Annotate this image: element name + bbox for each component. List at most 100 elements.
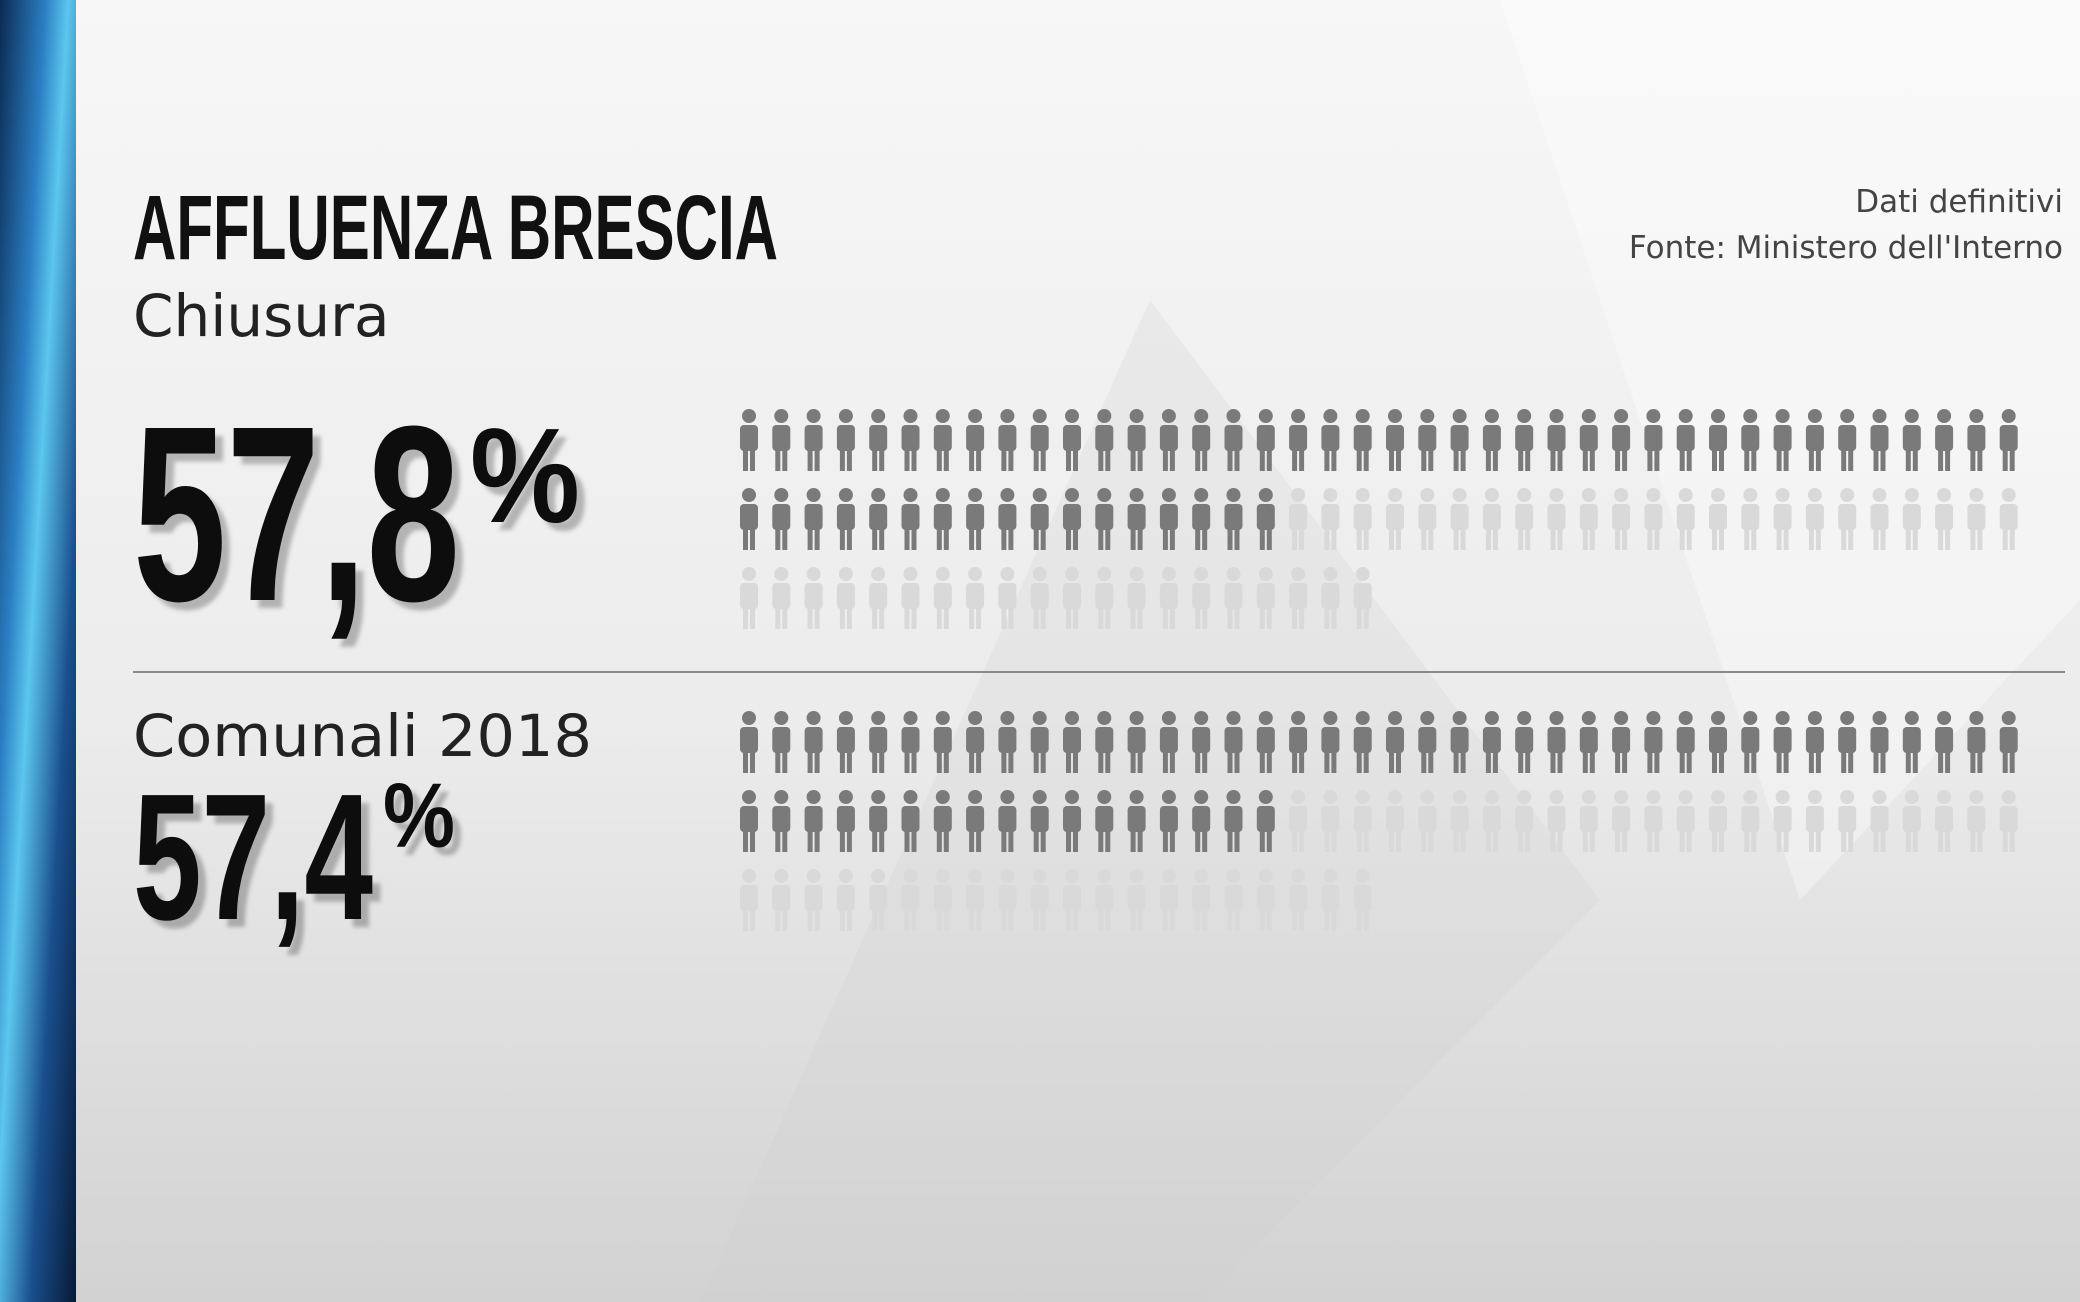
icon-leg <box>1130 605 1136 629</box>
icon-leg <box>879 526 885 550</box>
icon-head <box>1904 488 1919 502</box>
icon-empty <box>1321 488 1340 550</box>
icon-filled <box>1159 488 1178 550</box>
icon-filled <box>1095 790 1114 852</box>
icon-leg <box>1008 828 1014 852</box>
icon-empty <box>1030 869 1049 931</box>
icon-head <box>1065 711 1079 725</box>
icon-body <box>1030 806 1049 832</box>
icon-body <box>1482 806 1501 832</box>
icon-filled <box>1773 711 1792 773</box>
icon-body <box>1030 425 1049 451</box>
icon-leg <box>1202 749 1208 773</box>
icon-leg <box>1234 828 1240 852</box>
icon-body <box>772 885 791 911</box>
icon-filled <box>1386 711 1404 773</box>
icon-leg <box>1712 526 1717 550</box>
icon-filled <box>1030 409 1049 471</box>
icon-leg <box>1105 828 1111 852</box>
icon-body <box>1289 425 1308 451</box>
icon-body <box>1159 504 1178 530</box>
icon-leg <box>2009 828 2015 852</box>
icon-leg <box>1654 749 1660 773</box>
icon-filled <box>1967 409 1986 471</box>
icon-empty <box>804 869 823 931</box>
icon-body <box>1676 425 1695 451</box>
icon-head <box>968 409 983 423</box>
icon-leg <box>1744 526 1750 550</box>
icon-empty <box>1870 488 1889 550</box>
icon-filled <box>772 711 791 773</box>
icon-body <box>1515 727 1534 753</box>
icon-empty <box>1741 488 1760 550</box>
icon-head <box>1388 711 1402 725</box>
icon-empty <box>1418 790 1437 852</box>
icon-body <box>1741 727 1760 753</box>
icon-leg <box>1130 828 1136 852</box>
icon-head <box>1291 711 1306 725</box>
icon-leg <box>1557 526 1563 550</box>
icon-empty <box>1741 790 1760 852</box>
icon-filled <box>1450 409 1469 471</box>
icon-leg <box>1195 526 1201 550</box>
icon-leg <box>1162 828 1168 852</box>
icon-head <box>1097 567 1112 581</box>
icon-head <box>838 790 853 804</box>
icon-body <box>1579 806 1598 832</box>
icon-head <box>1581 409 1596 423</box>
icon-filled <box>1935 409 1954 471</box>
icon-head <box>1194 409 1209 423</box>
icon-head <box>806 567 821 581</box>
icon-body <box>933 727 952 753</box>
icon-filled <box>966 790 985 852</box>
icon-filled <box>869 790 888 852</box>
icon-leg <box>1001 907 1007 931</box>
icon-leg <box>1259 828 1265 852</box>
icon-leg <box>943 447 949 471</box>
icon-leg <box>1848 749 1854 773</box>
icon-head <box>1032 869 1047 883</box>
icon-filled <box>740 711 758 773</box>
icon-head <box>1969 409 1984 423</box>
icon-body <box>772 504 791 530</box>
icon-head <box>935 409 950 423</box>
icon-body <box>1192 504 1211 530</box>
icon-leg <box>743 526 748 550</box>
icon-filled <box>869 488 888 550</box>
icon-filled <box>836 711 855 773</box>
icon-head <box>1194 567 1209 581</box>
icon-leg <box>1001 447 1007 471</box>
icon-body <box>740 504 758 530</box>
icon-leg <box>872 749 878 773</box>
icon-head <box>1097 711 1112 725</box>
icon-empty <box>804 567 823 629</box>
icon-filled <box>1579 711 1598 773</box>
icon-leg <box>1421 749 1427 773</box>
icon-leg <box>1162 526 1168 550</box>
icon-leg <box>807 605 813 629</box>
icon-head <box>1420 488 1435 502</box>
icon-body <box>1644 504 1663 530</box>
icon-leg <box>1363 447 1369 471</box>
title: AFFLUENZA BRESCIA <box>133 177 778 279</box>
icon-leg <box>814 526 820 550</box>
icon-leg <box>1266 605 1272 629</box>
icon-head <box>871 711 886 725</box>
icon-empty <box>1967 790 1986 852</box>
icon-empty <box>901 567 920 629</box>
icon-empty <box>1095 869 1114 931</box>
icon-leg <box>1356 749 1362 773</box>
icon-body <box>1127 806 1146 832</box>
icon-leg <box>1266 447 1272 471</box>
icon-body <box>1967 727 1986 753</box>
icon-leg <box>1719 526 1724 550</box>
icon-head <box>1226 567 1241 581</box>
icon-body <box>1159 806 1178 832</box>
icon-body <box>869 583 888 609</box>
icon-leg <box>775 828 781 852</box>
icon-leg <box>1331 605 1337 629</box>
icon-body <box>1127 727 1146 753</box>
icon-leg <box>969 447 975 471</box>
icon-leg <box>1841 749 1847 773</box>
icon-leg <box>1622 526 1628 550</box>
